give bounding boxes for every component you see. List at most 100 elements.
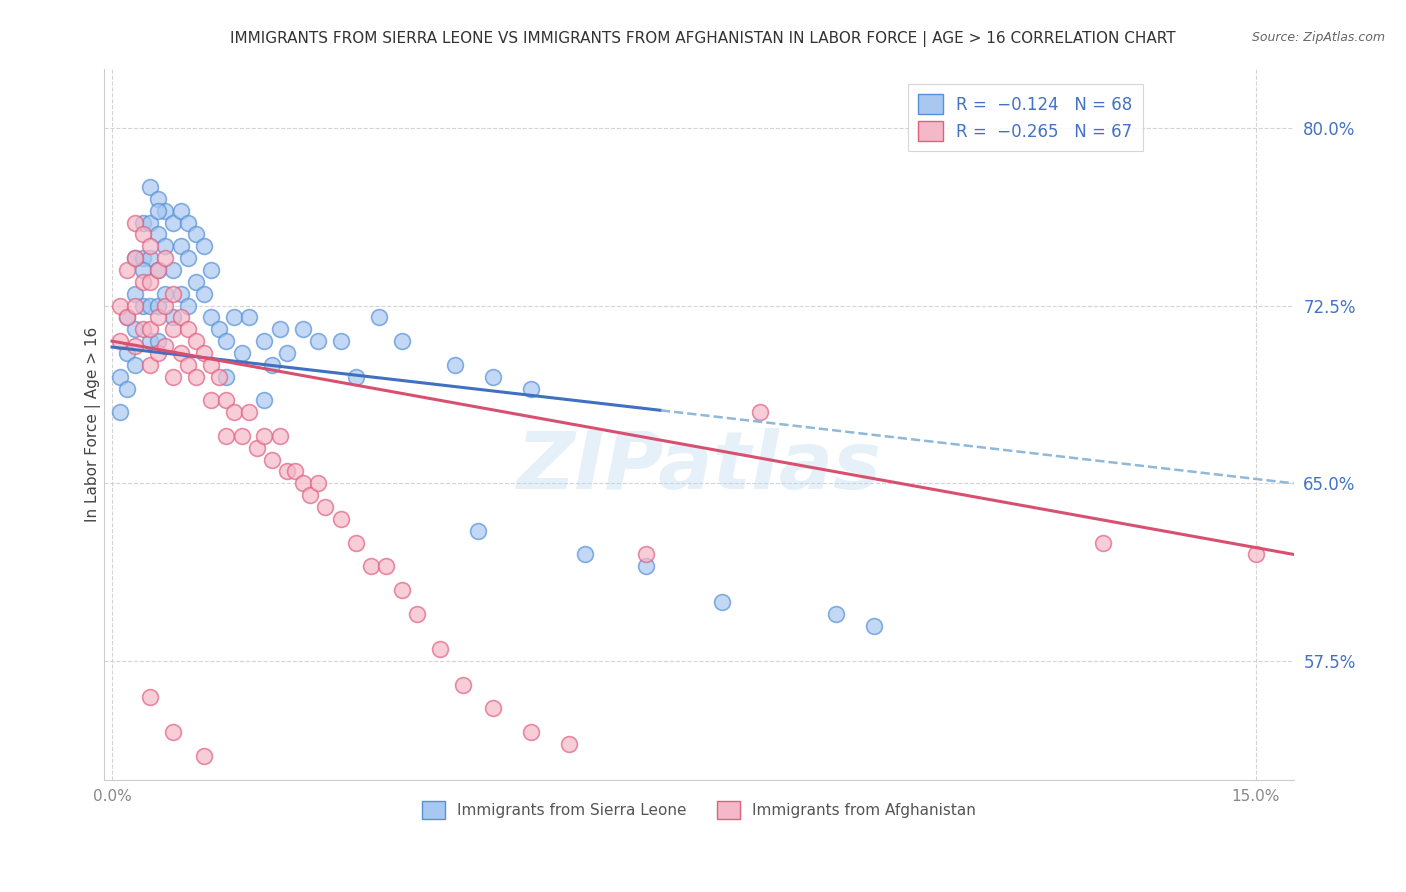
Point <box>139 216 162 230</box>
Point <box>482 369 505 384</box>
Point <box>108 334 131 348</box>
Point <box>108 299 131 313</box>
Point <box>139 275 162 289</box>
Point <box>193 239 215 253</box>
Point <box>276 465 298 479</box>
Point <box>108 405 131 419</box>
Point <box>574 548 596 562</box>
Point <box>184 227 207 242</box>
Point <box>307 476 329 491</box>
Point <box>124 251 146 265</box>
Point <box>155 251 177 265</box>
Point <box>124 286 146 301</box>
Point <box>169 286 191 301</box>
Point <box>307 334 329 348</box>
Point <box>139 180 162 194</box>
Point <box>184 369 207 384</box>
Point <box>146 263 169 277</box>
Point <box>200 393 222 408</box>
Point <box>208 322 231 336</box>
Point <box>124 299 146 313</box>
Point <box>269 322 291 336</box>
Point <box>146 203 169 218</box>
Point <box>139 334 162 348</box>
Point <box>139 251 162 265</box>
Point <box>520 725 543 739</box>
Point <box>520 382 543 396</box>
Point <box>169 310 191 325</box>
Point <box>169 346 191 360</box>
Point <box>215 429 238 443</box>
Point <box>238 310 260 325</box>
Point <box>269 429 291 443</box>
Point <box>117 346 139 360</box>
Point <box>177 358 200 372</box>
Point <box>162 310 184 325</box>
Point <box>184 334 207 348</box>
Point <box>215 334 238 348</box>
Point <box>262 452 284 467</box>
Point <box>146 192 169 206</box>
Point <box>177 299 200 313</box>
Point <box>162 286 184 301</box>
Point <box>344 535 367 549</box>
Point <box>117 382 139 396</box>
Point <box>139 299 162 313</box>
Point <box>124 339 146 353</box>
Point <box>284 465 307 479</box>
Point <box>146 334 169 348</box>
Text: IMMIGRANTS FROM SIERRA LEONE VS IMMIGRANTS FROM AFGHANISTAN IN LABOR FORCE | AGE: IMMIGRANTS FROM SIERRA LEONE VS IMMIGRAN… <box>231 31 1175 47</box>
Point <box>291 476 314 491</box>
Point <box>253 334 276 348</box>
Point <box>124 322 146 336</box>
Point <box>146 263 169 277</box>
Point <box>360 559 382 574</box>
Point <box>193 748 215 763</box>
Point <box>169 239 191 253</box>
Point <box>429 642 451 657</box>
Point <box>155 299 177 313</box>
Point <box>184 275 207 289</box>
Point <box>177 251 200 265</box>
Point <box>155 339 177 353</box>
Point <box>215 393 238 408</box>
Point <box>162 216 184 230</box>
Point <box>367 310 389 325</box>
Text: Source: ZipAtlas.com: Source: ZipAtlas.com <box>1251 31 1385 45</box>
Point <box>117 310 139 325</box>
Point <box>131 263 153 277</box>
Point <box>558 737 581 751</box>
Point <box>177 216 200 230</box>
Point <box>146 346 169 360</box>
Point <box>131 251 153 265</box>
Point <box>749 405 772 419</box>
Point <box>124 251 146 265</box>
Point <box>276 346 298 360</box>
Point <box>208 369 231 384</box>
Point <box>482 701 505 715</box>
Point <box>131 275 153 289</box>
Point <box>177 322 200 336</box>
Point <box>710 595 733 609</box>
Point <box>200 263 222 277</box>
Point <box>391 582 413 597</box>
Point <box>231 429 253 443</box>
Point <box>238 405 260 419</box>
Point <box>825 607 848 621</box>
Point <box>467 524 489 538</box>
Point <box>139 322 162 336</box>
Point <box>1244 548 1267 562</box>
Point <box>200 358 222 372</box>
Point <box>200 310 222 325</box>
Text: ZIPatlas: ZIPatlas <box>516 428 882 506</box>
Point <box>231 346 253 360</box>
Point <box>1092 535 1115 549</box>
Point <box>124 358 146 372</box>
Point <box>444 358 467 372</box>
Y-axis label: In Labor Force | Age > 16: In Labor Force | Age > 16 <box>86 326 101 522</box>
Point <box>863 618 886 632</box>
Point <box>222 405 245 419</box>
Point <box>262 358 284 372</box>
Point <box>451 678 474 692</box>
Point <box>375 559 398 574</box>
